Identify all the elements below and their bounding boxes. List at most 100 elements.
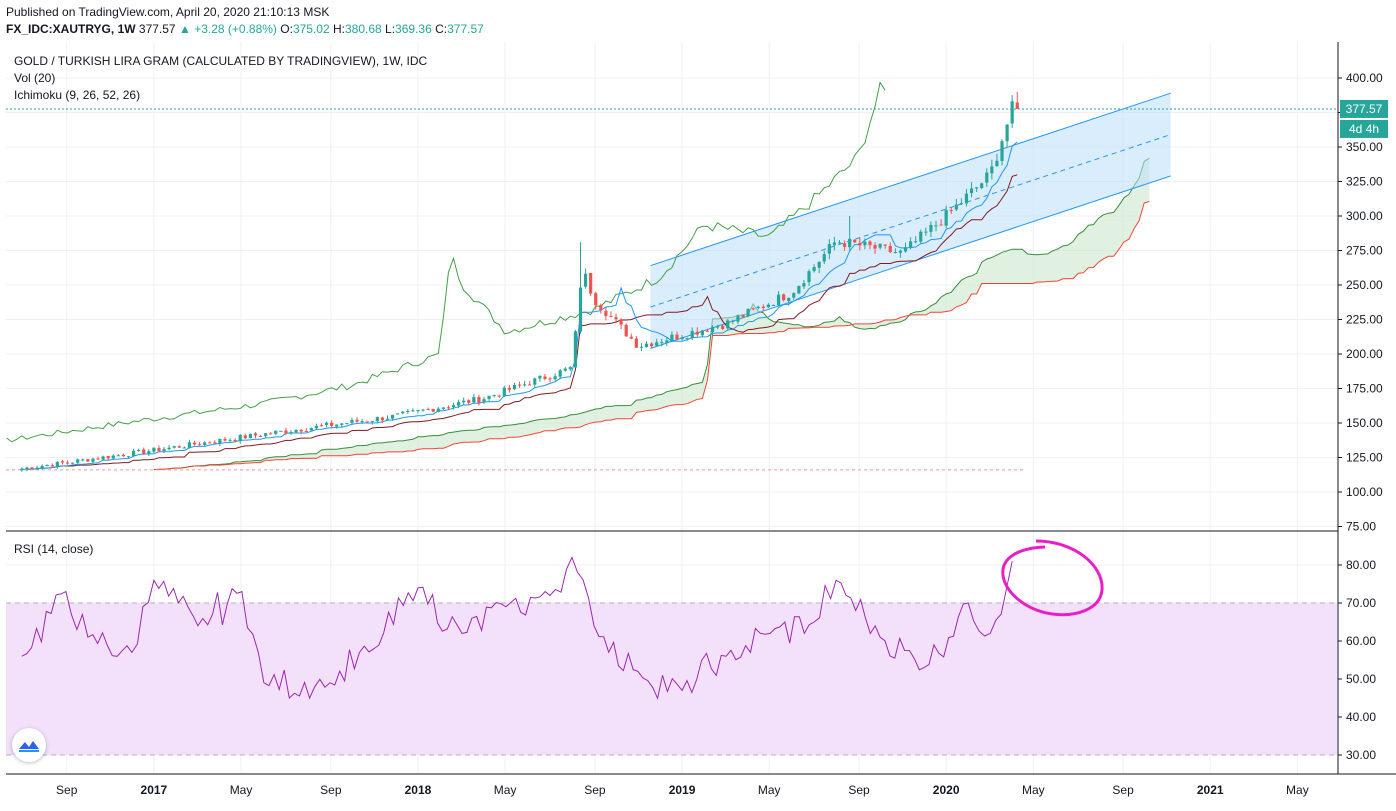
candle-body <box>457 402 461 406</box>
high-label: H: <box>332 22 345 36</box>
candle-body <box>142 449 146 454</box>
price-tick-label: 175.00 <box>1346 382 1383 396</box>
candle-body <box>264 433 268 437</box>
candle-body <box>858 243 862 246</box>
candle-body <box>553 376 557 380</box>
candle-body <box>324 422 329 425</box>
time-tick-label: Sep <box>320 783 342 797</box>
rsi-band-layer <box>6 602 1337 756</box>
countdown-badge <box>1340 119 1388 138</box>
candle-body <box>573 331 578 368</box>
candle-body <box>832 242 837 246</box>
candle-body <box>665 340 669 343</box>
price-change: +3.28 (+0.88%) <box>194 22 277 36</box>
candle-body <box>776 294 781 306</box>
candle-body <box>335 424 339 427</box>
candle-body <box>477 397 481 403</box>
candle-body <box>472 397 476 403</box>
rsi-tick-label: 80.00 <box>1346 558 1376 572</box>
chart-header: Published on TradingView.com, April 20, … <box>6 4 484 38</box>
candle-body <box>162 449 166 452</box>
rsi-pane-title[interactable]: RSI (14, close) <box>14 542 94 556</box>
rsi-highlight-ellipse <box>1001 539 1104 617</box>
candle-body <box>279 430 283 432</box>
candle-body <box>848 238 852 248</box>
symbol-name[interactable]: FX_IDC:XAUTRYG, 1W <box>6 22 136 36</box>
candle-body <box>340 423 344 425</box>
candle-body <box>883 244 887 246</box>
candle-body <box>995 160 999 167</box>
time-tick-label: May <box>1286 783 1309 797</box>
leading-span-a-line <box>153 157 1150 471</box>
candle-body <box>726 320 730 329</box>
candle-body <box>497 395 501 397</box>
candle-body <box>589 272 593 294</box>
low-label: L: <box>385 22 396 36</box>
candle-body <box>1010 101 1014 124</box>
candle-body <box>685 337 689 339</box>
candle-body <box>985 172 989 183</box>
candle-body <box>182 447 186 449</box>
candle-body <box>30 467 34 470</box>
candle-body <box>644 343 649 348</box>
candle-body <box>827 244 831 254</box>
tradingview-logo-icon <box>19 741 39 752</box>
candle-body <box>721 325 725 329</box>
candle-body <box>446 407 451 409</box>
candle-body <box>949 210 953 212</box>
candle-body <box>700 330 704 336</box>
main-pane-title[interactable]: GOLD / TURKISH LIRA GRAM (CALCULATED BY … <box>14 54 428 68</box>
volume-indicator-label[interactable]: Vol (20) <box>14 71 56 85</box>
candle-body <box>131 450 136 457</box>
ichimoku-indicator-label[interactable]: Ichimoku (9, 26, 52, 26) <box>14 88 141 102</box>
candle-body <box>502 387 506 397</box>
candle-body <box>172 446 176 448</box>
price-tick-label: 350.00 <box>1346 140 1383 154</box>
close-label: C: <box>435 22 448 36</box>
candle-body <box>396 413 400 415</box>
candle-body <box>533 378 537 385</box>
candle-body <box>60 461 65 463</box>
price-tick-label: 275.00 <box>1346 244 1383 258</box>
candle-body <box>695 331 699 335</box>
candle-body <box>441 407 445 409</box>
candle-body <box>599 305 603 311</box>
price-tick-label: 150.00 <box>1346 416 1383 430</box>
candle-body <box>203 442 207 445</box>
price-tick-label: 400.00 <box>1346 71 1383 85</box>
candle-body <box>624 324 628 337</box>
candle-body <box>40 466 44 468</box>
time-tick-label: Sep <box>584 783 606 797</box>
price-tick-label: 75.00 <box>1346 520 1376 534</box>
candle-body <box>675 334 679 340</box>
price-tick-label: 125.00 <box>1346 451 1383 465</box>
candle-body <box>649 343 654 347</box>
candle-body <box>517 384 522 386</box>
candle-body <box>50 465 54 467</box>
candle-body <box>152 447 156 452</box>
price-tick-label: 250.00 <box>1346 278 1383 292</box>
leading-span-b-line <box>153 200 1150 471</box>
candle-body <box>914 241 918 243</box>
candle-body <box>426 409 430 411</box>
candle-body <box>350 419 354 423</box>
tradingview-logo[interactable] <box>12 728 46 762</box>
candle-body <box>177 446 181 448</box>
candle-body <box>248 433 252 439</box>
conversion-line <box>21 141 1018 471</box>
candle-body <box>578 287 583 332</box>
open-value: 375.02 <box>292 22 330 36</box>
candle-body <box>954 204 958 210</box>
candle-body <box>670 334 674 342</box>
candle-body <box>451 405 456 408</box>
candle-body <box>20 468 24 471</box>
candle-body <box>421 409 425 411</box>
candle-body <box>299 429 303 432</box>
candle-body <box>269 433 273 435</box>
candle-body <box>65 462 70 464</box>
candle-body <box>365 421 369 423</box>
candle-body <box>233 439 237 441</box>
candle-body <box>71 462 75 464</box>
countdown-badge-label: 4d 4h <box>1349 122 1379 136</box>
